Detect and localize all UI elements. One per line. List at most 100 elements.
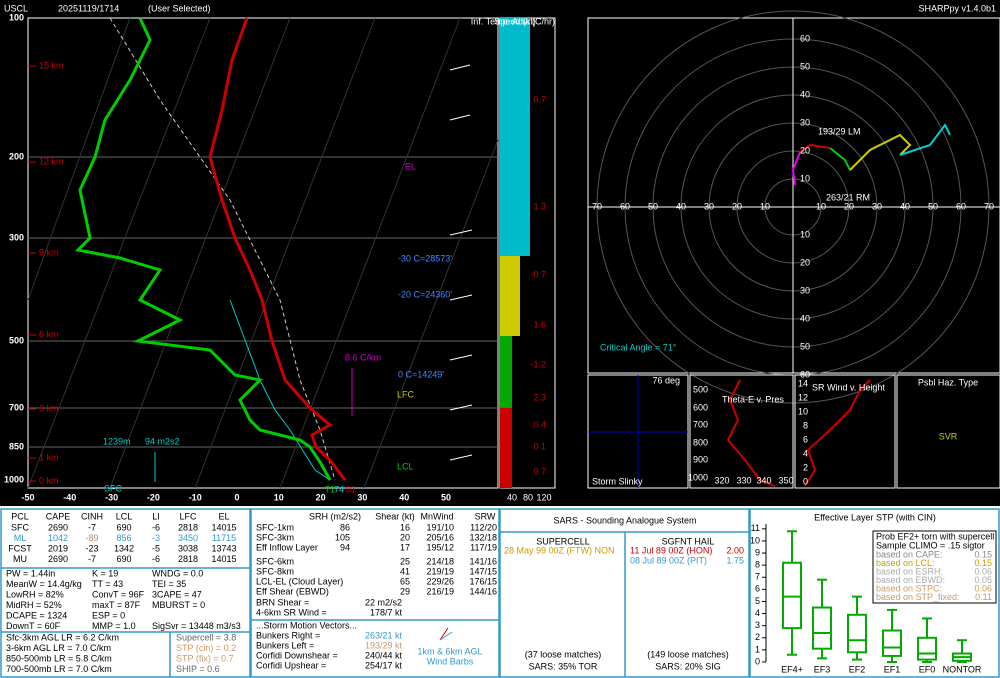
thetae-pres: 900 xyxy=(693,454,708,464)
kin-cell: 144/16 xyxy=(469,586,497,596)
index: DownT = 60F xyxy=(6,621,61,631)
adv-value: 0.7 xyxy=(533,94,546,104)
index: SigSvr = 13448 m3/s3 xyxy=(152,621,241,631)
box xyxy=(782,561,802,630)
vector-label: Corfidi Downshear = xyxy=(256,650,338,660)
hodo-0-1km xyxy=(791,151,801,186)
x-tick-label: NONTOR xyxy=(943,664,982,674)
thermo-cell: -89 xyxy=(85,533,98,543)
hodo-ring-label: 50 xyxy=(800,61,810,71)
hodo-ring-label: 40 xyxy=(900,201,910,211)
stp-prob-value: 0.06 xyxy=(974,566,992,576)
thermo-cell: 2690 xyxy=(48,554,68,564)
hodo-9-12km xyxy=(899,123,951,156)
thetae-profile xyxy=(726,379,776,487)
adv-value: 1.3 xyxy=(533,201,546,211)
sars-prob: SARS: 35% TOR xyxy=(529,661,598,671)
thetae-temp: 340 xyxy=(756,475,771,485)
index: 3CAPE = 47 xyxy=(152,589,202,599)
lapse-rate: 700-500mb LR = 7.0 C/km xyxy=(6,664,112,674)
thetae-pres: 600 xyxy=(693,402,708,412)
kin-header: SRW xyxy=(475,511,496,521)
vector-label: Bunkers Left = xyxy=(256,640,314,650)
dewpoint-profile xyxy=(74,17,332,481)
speed-bar-high xyxy=(500,18,530,256)
station: USCL xyxy=(4,3,28,13)
temp-label: 10 xyxy=(274,492,284,502)
vector-label: Corfidi Upshear = xyxy=(256,660,326,670)
thermo-header: PCL xyxy=(11,511,29,521)
lapse-rate: 850-500mb LR = 5.8 C/km xyxy=(6,653,112,663)
kin-cell: 216/19 xyxy=(426,586,454,596)
vector-value: 254/17 kt xyxy=(365,660,403,670)
kin-cell: SFC-6km xyxy=(256,556,294,566)
kin-value: 178/7 kt xyxy=(370,607,403,617)
index: MeanW = 14.4g/kg xyxy=(6,579,82,589)
critical-angle: Critical Angle = 71° xyxy=(600,342,677,352)
kin-cell: 229/26 xyxy=(426,576,454,586)
x-tick-label: EF2 xyxy=(849,664,866,674)
kin-cell: SFC-3km xyxy=(256,532,294,542)
thermo-cell: -7 xyxy=(88,554,96,564)
stp-prob-label: based on STP_fixed: xyxy=(876,592,960,602)
height-label: 6 km xyxy=(39,329,59,339)
stp-prob-value: 0.15 xyxy=(974,549,992,559)
skewt-annotation: SFC xyxy=(104,483,123,493)
y-tick-label: 11 xyxy=(751,523,760,533)
index: maxT = 87F xyxy=(92,600,141,610)
parcel-trace xyxy=(109,17,336,481)
pressure-label: 850 xyxy=(9,441,24,451)
stp-prob-label: based on STPC: xyxy=(876,583,942,593)
date: 20251119/1714 xyxy=(58,3,119,13)
kin-cell: 195/12 xyxy=(426,542,454,552)
kin-cell: SFC-1km xyxy=(256,522,294,532)
hodo-ring-label: 20 xyxy=(800,257,810,267)
temp-label: -40 xyxy=(63,492,76,502)
kin-cell: 117/19 xyxy=(470,542,497,552)
skewt-annotation: LFC xyxy=(397,389,415,399)
thermo-cell: 13743 xyxy=(211,543,236,553)
index: PW = 1.44in xyxy=(6,568,55,578)
srwind-height: 12 xyxy=(798,392,808,402)
version: SHARPpy v1.4.0b1 xyxy=(918,3,996,13)
index: MidRH = 52% xyxy=(6,600,62,610)
thermo-cell: FCST xyxy=(8,543,32,553)
sars-loose: (37 loose matches) xyxy=(525,649,602,659)
thermo-cell: 690 xyxy=(116,522,131,532)
kin-cell: SFC-8km xyxy=(256,566,294,576)
hazard-type: SVR xyxy=(939,431,958,441)
isobars xyxy=(28,156,498,448)
height-label: 3 km xyxy=(39,403,59,413)
composite: Supercell = 3.8 xyxy=(176,632,236,642)
skewt-annotation: 8.6 C/km xyxy=(345,352,381,362)
lapse-rate: 3-6km AGL LR = 7.0 C/km xyxy=(6,643,111,653)
height-label: 15 km xyxy=(39,60,64,70)
adv-value: 2.3 xyxy=(533,392,546,402)
kin-param: 4-6km SR Wind = xyxy=(256,607,327,617)
kin-cell: LCL-EL (Cloud Layer) xyxy=(256,576,343,586)
kin-cell: 94 xyxy=(340,542,350,552)
thermo-header: LI xyxy=(152,511,160,521)
thermo-cell: SFC xyxy=(11,522,30,532)
box xyxy=(847,613,867,654)
hodo-ring-label: 20 xyxy=(732,201,742,211)
sars-prob: SARS: 20% SIG xyxy=(655,661,721,671)
sars-title: SARS - Sounding Analogue System xyxy=(553,515,696,525)
adv-value: 0.1 xyxy=(533,441,546,451)
x-tick-label: EF4+ xyxy=(781,664,803,674)
pressure-label: 500 xyxy=(9,335,24,345)
srwind-frame xyxy=(794,374,896,489)
skewt-annotation: 1239m xyxy=(103,436,131,446)
speed-bar-sfc xyxy=(500,408,512,488)
temp-label: 0 xyxy=(234,492,239,502)
y-tick-label: 4 xyxy=(755,608,760,618)
skewt-annotation: EL xyxy=(405,161,416,171)
sars-loose: (149 loose matches) xyxy=(647,649,729,659)
temp-label: -30 xyxy=(105,492,118,502)
x-tick-label: EF0 xyxy=(919,664,936,674)
thermo-cell: 1342 xyxy=(114,543,134,553)
hodo-ring-label: 60 xyxy=(956,201,966,211)
hodo-ring-label: 20 xyxy=(844,201,854,211)
adv-value: -1.2 xyxy=(530,359,546,369)
